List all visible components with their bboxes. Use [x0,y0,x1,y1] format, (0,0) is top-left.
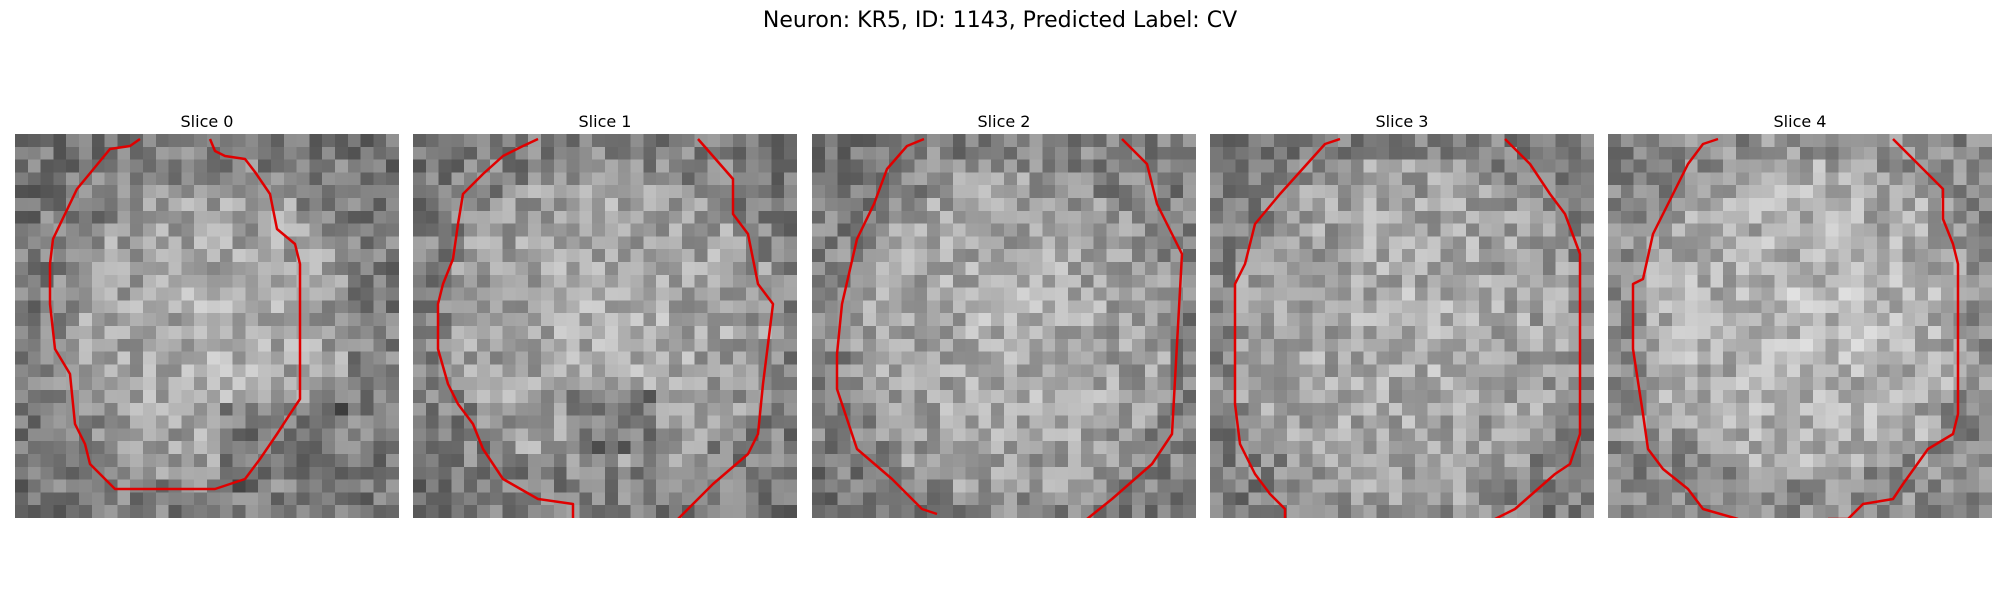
contour-line [1233,137,1341,518]
slice-panel-4: Slice 4 [1608,110,1992,518]
segmentation-contour [1631,137,1960,518]
contour-line [1631,137,1739,518]
grayscale-image [1210,134,1594,518]
segmentation-contour [835,137,1184,518]
contour-line [436,137,575,518]
slice-panel-2: Slice 2 [812,110,1196,518]
contour-line [1828,138,1960,518]
slice-panel-3: Slice 3 [1210,110,1594,518]
contour-line [1494,138,1582,518]
segmentation-contour [1233,137,1582,518]
contour-line [835,137,938,516]
figure-title: Neuron: KR5, ID: 1143, Predicted Label: … [762,8,1238,33]
slice-image [1608,134,1992,518]
slice-title: Slice 0 [180,112,234,131]
slice-image [15,134,399,518]
slice-panel-1: Slice 1 [413,110,797,518]
slice-title: Slice 1 [578,112,632,131]
slice-title: Slice 3 [1375,112,1429,131]
contour-line [1086,138,1184,518]
grayscale-image [15,134,399,518]
segmentation-contour [48,137,302,491]
segmentation-contour [436,137,775,518]
slice-image [413,134,797,518]
slice-title: Slice 4 [1773,112,1827,131]
slice-image [1210,134,1594,518]
slice-title: Slice 2 [977,112,1031,131]
contour-line [48,137,302,491]
slice-panel-0: Slice 0 [15,110,399,518]
contour-line [677,138,775,518]
slice-image [812,134,1196,518]
